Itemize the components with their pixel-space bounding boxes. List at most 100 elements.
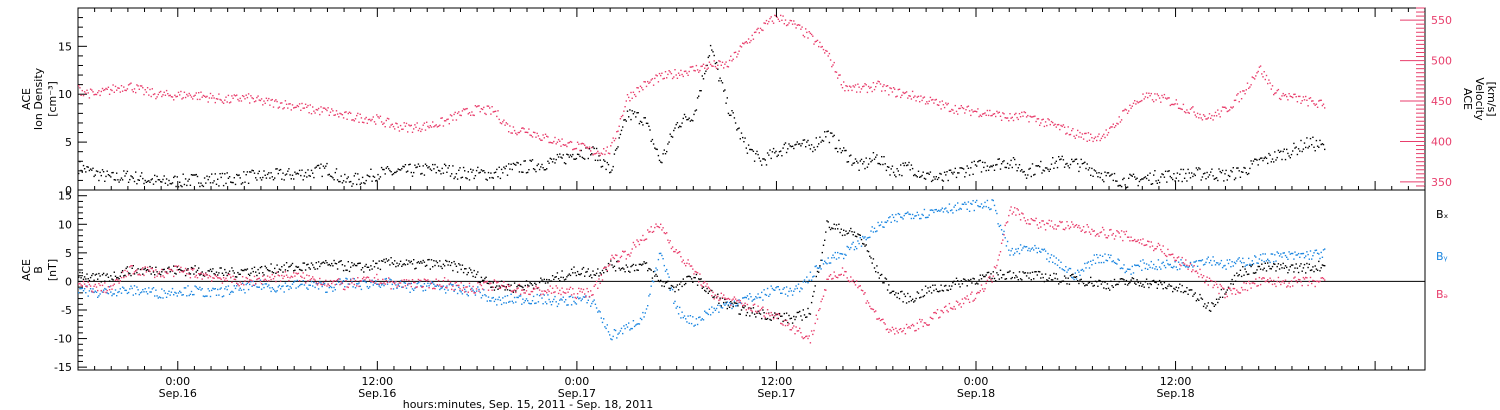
By-point (200, 289, 202, 291)
Bx-point (702, 286, 705, 288)
velocity-point (1175, 99, 1177, 101)
Bx-point (878, 277, 880, 279)
By-point (761, 291, 763, 294)
density-point (1286, 148, 1288, 151)
Bx-point (1067, 277, 1069, 279)
By-point (1011, 247, 1013, 250)
By-point (1196, 265, 1199, 267)
velocity-point (812, 35, 814, 37)
velocity-point (430, 126, 433, 128)
density-point (352, 183, 354, 185)
By-point (525, 298, 528, 300)
Bx-point (86, 273, 88, 275)
density-point (1303, 142, 1306, 144)
density-point (152, 183, 155, 185)
By-point (282, 285, 284, 287)
Bx-point (455, 265, 458, 267)
By-point (1061, 268, 1063, 270)
Bz-point (725, 298, 727, 300)
By-point (565, 299, 567, 301)
Bx-point (599, 272, 601, 274)
Bx-point (870, 257, 872, 259)
Bx-point (1130, 279, 1132, 281)
By-point (860, 245, 863, 247)
Bx-point (1299, 265, 1301, 267)
By-point (784, 293, 787, 295)
Bz-point (834, 275, 836, 277)
Bx-point (1180, 291, 1182, 293)
density-point (1311, 144, 1313, 146)
Bx-point (1022, 271, 1024, 273)
Bx-point (1269, 267, 1271, 270)
velocity-point (98, 90, 100, 92)
density-point (519, 163, 522, 166)
Bx-point (253, 266, 256, 268)
velocity-point (632, 91, 635, 93)
Bx-point (1289, 266, 1291, 268)
density-point (725, 102, 727, 104)
By-point (405, 287, 408, 289)
By-point (943, 208, 946, 210)
Bx-point (418, 262, 421, 264)
Bx-point (268, 269, 270, 272)
Bx-point (601, 269, 604, 272)
Bx-point (382, 260, 384, 262)
velocity-point (1071, 129, 1073, 132)
velocity-point (908, 95, 910, 97)
density-point (847, 161, 850, 163)
Bx-point (207, 270, 209, 272)
density-point (737, 128, 739, 130)
density-point (322, 165, 325, 167)
velocity-point (889, 87, 891, 89)
By-point (217, 288, 219, 291)
velocity-point (1031, 116, 1034, 118)
density-point (1233, 178, 1236, 181)
By-point (120, 292, 123, 294)
By-point (429, 283, 431, 285)
velocity-point (1182, 103, 1185, 106)
By-point (1115, 262, 1117, 264)
By-point (1238, 257, 1240, 259)
Bz-point (506, 283, 509, 286)
velocity-point (613, 139, 616, 142)
By-point (1208, 262, 1211, 264)
By-point (86, 285, 88, 287)
Bx-point (683, 283, 686, 286)
velocity-point (761, 29, 763, 31)
velocity-point (919, 101, 921, 103)
Bx-point (1088, 281, 1091, 284)
By-point (835, 258, 838, 260)
Bx-point (347, 261, 349, 263)
Bx-point (1068, 283, 1071, 285)
density-point (606, 161, 608, 164)
velocity-point (135, 91, 137, 94)
By-point (274, 290, 276, 292)
Bx-point (1042, 276, 1044, 279)
By-point (1283, 252, 1285, 254)
velocity-point (1191, 107, 1193, 109)
velocity-point (225, 96, 227, 98)
Bx-point (1099, 280, 1101, 282)
velocity-point (158, 91, 161, 94)
Bx-point (566, 276, 568, 278)
velocity-point (1027, 114, 1029, 117)
Bz-point (490, 282, 492, 284)
velocity-point (93, 94, 95, 96)
density-point (1307, 147, 1309, 149)
Bz-point (144, 266, 146, 268)
velocity-point (1307, 105, 1309, 107)
By-point (148, 287, 150, 289)
Bz-point (85, 285, 87, 287)
Bz-point (763, 315, 765, 317)
Bz-point (780, 322, 782, 325)
Bz-point (141, 268, 143, 271)
velocity-point (390, 124, 392, 126)
By-point (941, 207, 943, 209)
velocity-point (208, 97, 211, 99)
By-point (551, 300, 554, 303)
By-point (831, 257, 833, 259)
density-point (1300, 139, 1302, 142)
By-point (152, 287, 155, 289)
velocity-point (244, 98, 246, 100)
Bx-point (224, 268, 226, 271)
